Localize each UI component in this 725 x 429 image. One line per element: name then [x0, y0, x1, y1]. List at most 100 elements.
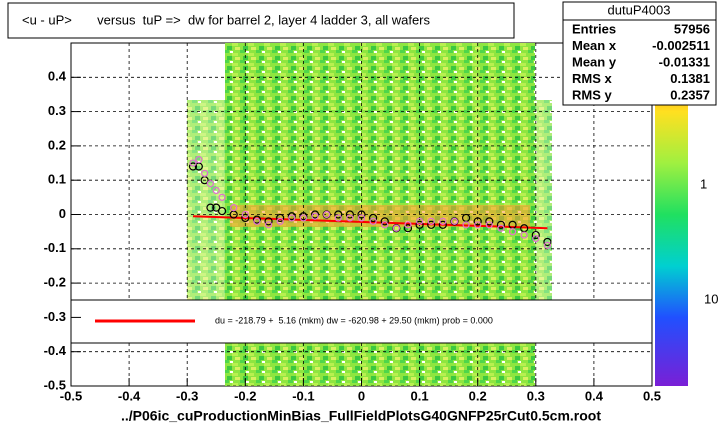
profile-point: [217, 206, 227, 216]
profile-point: [439, 217, 447, 225]
stats-value: 0.1381: [670, 71, 710, 86]
profile-point: [334, 210, 343, 219]
stats-box: [562, 1, 717, 106]
x-tick-label: 0.2: [469, 388, 487, 403]
color-scale-label: 1: [700, 176, 707, 191]
profile-point: [299, 212, 308, 221]
profile-point: [473, 217, 482, 226]
profile-point: [474, 221, 482, 229]
profile-point: [264, 221, 273, 229]
profile-point: [357, 210, 366, 219]
profile-point: [241, 213, 250, 223]
x-tick-label: 0.4: [585, 388, 604, 403]
y-tick-label: 0: [59, 206, 66, 221]
profile-point: [299, 214, 307, 222]
profile-point: [264, 217, 273, 226]
profile-point: [288, 214, 296, 222]
y-tick-label: 0.2: [48, 137, 66, 152]
profile-point: [531, 230, 540, 240]
profile-point: [497, 224, 505, 232]
profile-point: [252, 215, 262, 224]
y-tick-label: 0.1: [48, 172, 66, 187]
stats-title: dutuP4003: [608, 2, 671, 17]
density-core: [230, 205, 530, 227]
x-tick-label: 0: [358, 388, 365, 403]
stats-label: RMS x: [572, 71, 613, 86]
y-tick-label: -0.3: [44, 309, 66, 324]
profile-point: [310, 210, 320, 219]
profile-point: [496, 220, 506, 229]
profile-point: [345, 210, 354, 219]
stats-value: 0.2357: [670, 87, 710, 102]
profile-point: [188, 162, 198, 171]
stats-value: -0.01331: [659, 54, 710, 69]
stats-value: -0.002511: [652, 38, 710, 53]
profile-point: [346, 214, 354, 222]
x-axis-label: ../P06ic_cuProductionMinBias_FullFieldPl…: [121, 408, 601, 424]
profile-point: [369, 213, 378, 223]
profile-point: [287, 212, 296, 221]
profile-point: [218, 193, 226, 201]
profile-point: [427, 220, 436, 229]
title-box: [7, 2, 515, 39]
profile-point: [206, 180, 215, 188]
profile-point: [230, 204, 238, 212]
profile-point: [380, 217, 389, 226]
profile-point: [485, 221, 493, 229]
x-tick-label: 0.3: [527, 388, 545, 403]
profile-point: [438, 220, 447, 229]
stats-value: 57956: [674, 21, 710, 36]
profile-point: [276, 217, 284, 225]
profile-point: [450, 217, 459, 225]
profile-point: [334, 214, 342, 222]
profile-point: [381, 221, 389, 229]
stats-label: Mean y: [572, 54, 617, 69]
profile-point: [404, 221, 412, 229]
profile-point: [311, 212, 319, 220]
y-tick-label: -0.4: [44, 343, 67, 358]
x-tick-label: -0.5: [60, 388, 82, 403]
y-tick-label: -0.5: [44, 377, 66, 392]
profile-point: [276, 213, 285, 223]
y-tick-label: -0.2: [44, 275, 66, 290]
y-tick-label: 0.4: [48, 69, 67, 84]
profile-point: [415, 220, 424, 229]
x-tick-label: -0.1: [292, 388, 314, 403]
profile-point: [369, 217, 377, 225]
stats-label: RMS y: [572, 87, 613, 102]
profile-point: [543, 237, 552, 247]
profile-point: [212, 186, 220, 195]
fit-legend-text: du = -218.79 + 5.16 (mkm) dw = -620.98 +…: [215, 315, 493, 325]
profile-point: [212, 203, 221, 212]
profile-point: [543, 241, 552, 249]
color-scale-label: 10: [704, 291, 718, 306]
profile-point: [195, 156, 203, 164]
profile-point: [403, 224, 413, 233]
profile-point: [201, 169, 209, 177]
x-tick-label: -0.2: [234, 388, 256, 403]
x-tick-label: 0.1: [411, 388, 429, 403]
profile-point: [532, 234, 540, 243]
y-tick-label: -0.1: [44, 240, 66, 255]
profile-point: [357, 214, 366, 222]
profile-point: [520, 231, 528, 239]
y-tick-label: 0.3: [48, 103, 66, 118]
profile-point: [323, 210, 331, 219]
x-tick-label: -0.4: [118, 388, 141, 403]
stats-label: Entries: [572, 21, 616, 36]
profile-point: [508, 228, 517, 236]
profile-point: [427, 217, 435, 225]
profile-point: [462, 221, 470, 229]
profile-point: [253, 217, 261, 225]
x-tick-label: -0.3: [176, 388, 198, 403]
profile-point: [416, 217, 424, 225]
profile-point: [206, 203, 215, 212]
chart-title: <u - uP> versus tuP => dw for barrel 2, …: [22, 12, 431, 27]
profile-point: [392, 224, 400, 232]
x-tick-label: 0.5: [643, 388, 661, 403]
profile-point: [485, 217, 494, 226]
density-map: [530, 100, 552, 300]
profile-point: [241, 210, 249, 219]
profile-point: [189, 159, 197, 167]
